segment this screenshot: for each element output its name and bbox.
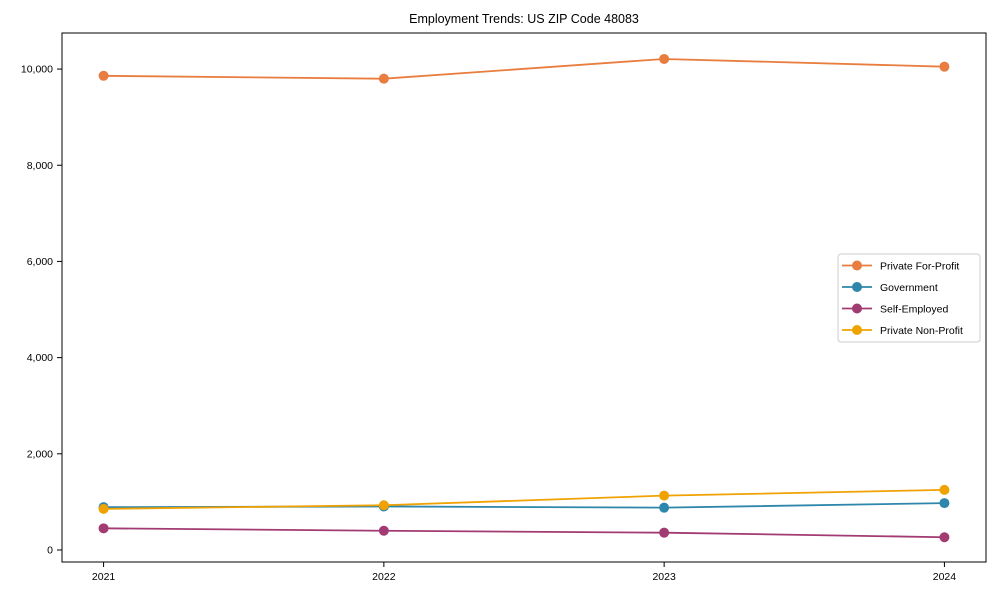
legend-label-private-non-profit: Private Non-Profit bbox=[880, 325, 963, 337]
legend-marker-private-for-profit bbox=[852, 260, 862, 271]
legend bbox=[837, 253, 981, 343]
x-axis-tick-label: 2021 bbox=[92, 571, 116, 583]
data-point-private-non-profit-2023 bbox=[659, 490, 670, 501]
y-axis-tick-label: 8,000 bbox=[27, 160, 53, 172]
data-point-private-non-profit-2021 bbox=[98, 503, 109, 514]
series-line-private-for-profit bbox=[103, 58, 945, 80]
y-axis-tick-label: 2,000 bbox=[27, 448, 53, 460]
data-point-private-for-profit-2021 bbox=[98, 70, 109, 81]
data-point-self-employed-2022 bbox=[378, 525, 389, 536]
x-axis-tick-label: 2023 bbox=[652, 571, 676, 583]
y-axis-tick-label: 6,000 bbox=[27, 256, 53, 268]
series-line-self-employed bbox=[103, 527, 945, 539]
legend-marker-self-employed bbox=[852, 303, 862, 314]
y-axis-tick-label: 10,000 bbox=[21, 64, 53, 76]
data-point-government-2024 bbox=[939, 498, 950, 509]
chart-title: Employment Trends: US ZIP Code 48083 bbox=[409, 12, 639, 26]
y-axis-tick-label: 4,000 bbox=[27, 352, 53, 364]
series-line-private-non-profit bbox=[103, 488, 945, 510]
data-point-self-employed-2021 bbox=[98, 523, 109, 534]
data-point-private-non-profit-2024 bbox=[939, 484, 950, 495]
data-point-self-employed-2023 bbox=[659, 527, 670, 538]
plot-border bbox=[61, 32, 987, 563]
data-point-private-for-profit-2022 bbox=[378, 73, 389, 84]
legend-marker-private-non-profit bbox=[852, 325, 862, 335]
legend-label-private-for-profit: Private For-Profit bbox=[880, 260, 959, 272]
data-point-private-for-profit-2023 bbox=[659, 53, 670, 64]
data-point-government-2023 bbox=[659, 502, 670, 513]
legend-label-government: Government bbox=[880, 282, 938, 294]
plot-area: 0 2,000 4,000 6,000 8,000 10,000 2021 2022 2023 2… bbox=[21, 32, 987, 583]
y-axis-tick-label: 0 bbox=[47, 545, 53, 557]
data-point-self-employed-2024 bbox=[939, 532, 950, 543]
x-axis-tick-label: 2024 bbox=[933, 571, 957, 583]
x-axis-tick-label: 2022 bbox=[372, 571, 396, 583]
legend-marker-government bbox=[852, 282, 862, 292]
legend-label-self-employed: Self-Employed bbox=[880, 303, 948, 315]
data-point-private-non-profit-2022 bbox=[378, 500, 389, 511]
data-point-private-for-profit-2024 bbox=[939, 61, 950, 72]
